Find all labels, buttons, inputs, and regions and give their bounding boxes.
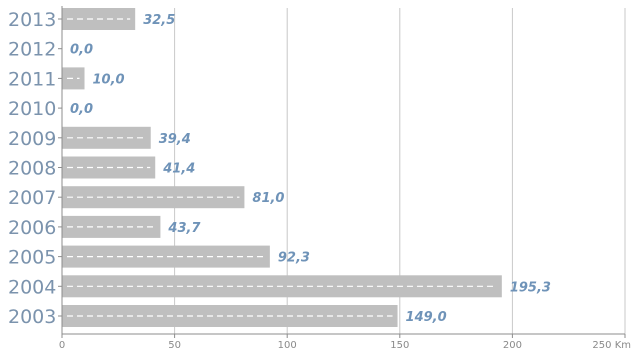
bar-2005 — [62, 245, 270, 268]
category-label: 2005 — [8, 247, 56, 269]
bars: 32,5 0,010,00,0 39,4 41,4 81,0 43,7 92,3 195,3 1… — [62, 8, 551, 327]
bar-2009 — [62, 126, 151, 149]
category-label: 2007 — [8, 187, 56, 209]
x-tick-label: 0 — [59, 340, 65, 350]
value-label: 32,5 — [143, 13, 175, 28]
category-label: 2010 — [8, 98, 56, 120]
value-label: 0,0 — [70, 43, 93, 58]
value-label: 195,3 — [510, 280, 551, 295]
category-label: 2011 — [8, 68, 56, 90]
category-label: 2013 — [8, 9, 56, 31]
value-label: 41,4 — [162, 162, 195, 177]
bar-2007 — [62, 186, 245, 209]
category-label: 2008 — [8, 158, 56, 180]
category-label: 2012 — [8, 39, 56, 61]
value-label: 81,0 — [252, 191, 284, 206]
category-label: 2009 — [8, 128, 56, 150]
category-label: 2004 — [8, 276, 56, 298]
x-tick-label: 150 — [390, 340, 409, 350]
value-label: 10,0 — [93, 72, 125, 87]
x-tick-label: 250 Km — [592, 340, 631, 350]
value-label: 92,3 — [278, 251, 310, 266]
value-label: 39,4 — [159, 132, 191, 147]
value-label: 149,0 — [406, 310, 447, 325]
x-tick-label: 50 — [168, 340, 181, 350]
x-tick-label: 100 — [278, 340, 297, 350]
category-label: 2006 — [8, 217, 56, 239]
category-label: 2003 — [8, 306, 56, 328]
value-label: 0,0 — [70, 102, 93, 117]
axes: 2013201220112010200920082007200620052004… — [8, 6, 631, 350]
bar-2011 — [62, 67, 85, 90]
x-tick-label: 200 — [503, 340, 522, 350]
value-label: 43,7 — [167, 221, 201, 236]
